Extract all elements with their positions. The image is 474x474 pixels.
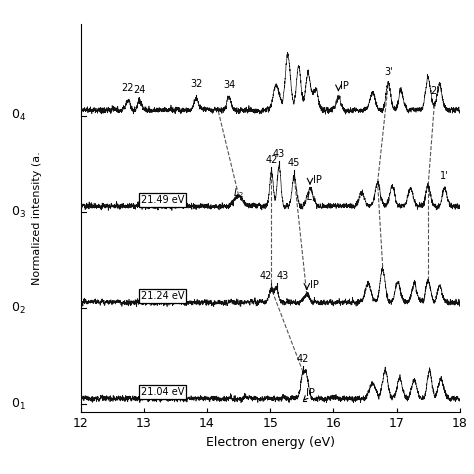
Text: 34: 34 — [223, 80, 235, 90]
Text: 2': 2' — [430, 86, 439, 96]
Text: 32: 32 — [190, 79, 202, 89]
X-axis label: Electron energy (eV): Electron energy (eV) — [206, 436, 335, 449]
Text: IP: IP — [303, 388, 315, 401]
Text: IP: IP — [310, 280, 319, 290]
Text: $0_1$: $0_1$ — [11, 397, 26, 412]
Text: $L_2$: $L_2$ — [233, 186, 244, 200]
Y-axis label: Normalized intensity (a.: Normalized intensity (a. — [32, 151, 42, 285]
Text: 1': 1' — [440, 171, 449, 181]
Text: 22: 22 — [122, 83, 134, 93]
Text: 45: 45 — [288, 158, 301, 168]
Text: 42: 42 — [265, 155, 278, 165]
Text: 42: 42 — [259, 271, 272, 281]
Text: 21.49 eV: 21.49 eV — [141, 195, 184, 205]
Text: 42: 42 — [297, 354, 309, 364]
Text: 43: 43 — [276, 271, 289, 281]
Text: 21.24 eV: 21.24 eV — [141, 291, 184, 301]
Text: $0_2$: $0_2$ — [11, 301, 26, 316]
Text: 24: 24 — [133, 85, 146, 95]
Text: $0_3$: $0_3$ — [10, 204, 26, 219]
Text: IP: IP — [313, 175, 322, 185]
Text: 3': 3' — [384, 67, 392, 77]
Text: $0_4$: $0_4$ — [10, 109, 26, 123]
Text: $L_1$: $L_1$ — [306, 190, 317, 204]
Text: 21.04 eV: 21.04 eV — [141, 387, 184, 397]
Text: 43: 43 — [273, 149, 285, 159]
Text: IP: IP — [340, 82, 349, 91]
